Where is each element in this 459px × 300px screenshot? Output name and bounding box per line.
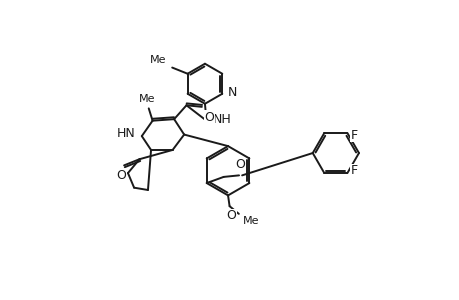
Text: F: F <box>350 129 357 142</box>
Text: O: O <box>116 169 126 182</box>
Text: O: O <box>226 209 235 222</box>
Text: NH: NH <box>212 113 231 126</box>
Text: N: N <box>227 86 236 100</box>
Text: Me: Me <box>149 55 166 65</box>
Text: O: O <box>235 158 244 171</box>
Text: Me: Me <box>139 94 155 104</box>
Text: F: F <box>350 164 357 177</box>
Text: HN: HN <box>117 127 135 140</box>
Text: O: O <box>204 111 213 124</box>
Text: Me: Me <box>242 216 258 226</box>
